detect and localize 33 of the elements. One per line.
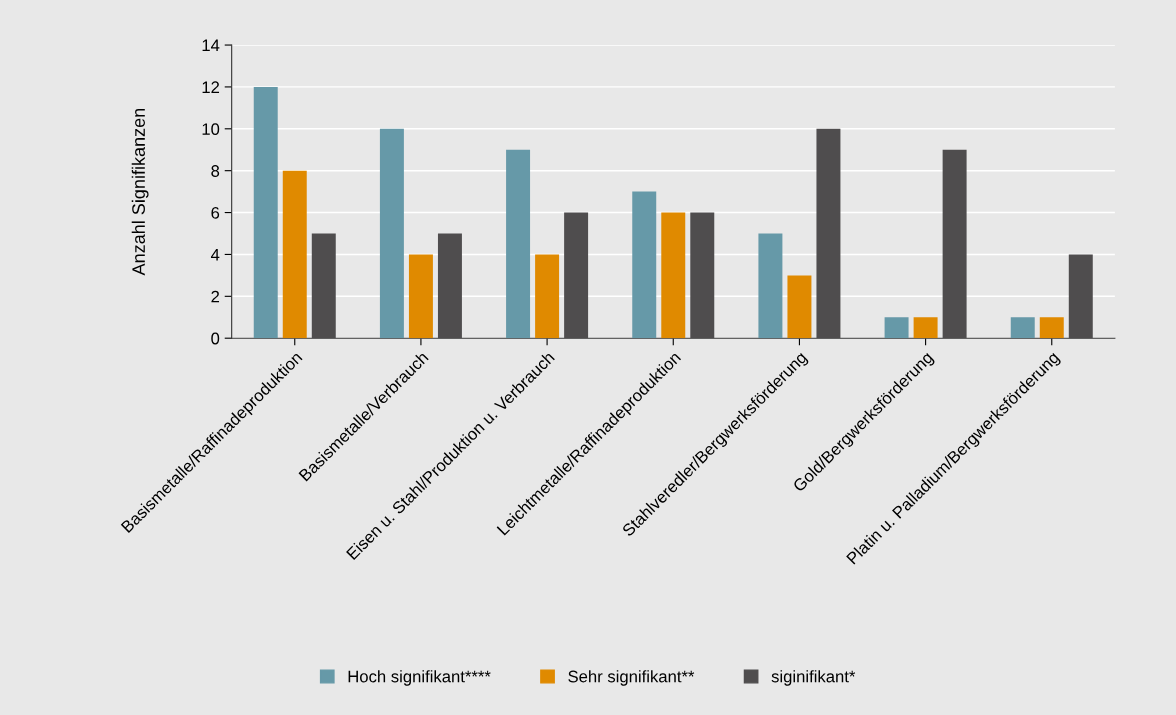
bar <box>661 212 686 339</box>
bar <box>1068 254 1093 339</box>
bar <box>690 212 715 339</box>
y-axis-title: Anzahl Signifikanzen <box>131 108 149 276</box>
y-tick-label: 12 <box>202 81 220 93</box>
bar <box>564 212 589 339</box>
bar <box>816 128 841 339</box>
y-tick-label: 6 <box>211 206 220 219</box>
legend-label: siginifikant* <box>771 670 856 686</box>
bar <box>253 86 278 339</box>
y-tick-label: 0 <box>211 332 220 345</box>
bar <box>942 149 967 339</box>
bar <box>632 191 657 339</box>
bar <box>506 149 531 339</box>
bar <box>437 233 462 339</box>
bar <box>884 317 909 339</box>
y-tick-label: 14 <box>202 39 220 52</box>
bar <box>408 254 433 339</box>
legend-label: Hoch signifikant**** <box>348 670 491 686</box>
legend-label: Sehr signifikant** <box>568 670 695 686</box>
bar <box>535 254 560 339</box>
bar <box>787 275 812 339</box>
y-tick-label: 4 <box>210 249 220 261</box>
bar <box>1010 317 1035 339</box>
bar <box>758 233 783 339</box>
bar <box>282 170 307 339</box>
bar <box>379 128 404 339</box>
bar <box>311 233 336 339</box>
bar <box>913 317 938 339</box>
bar <box>1039 317 1064 339</box>
y-tick-label: 8 <box>211 165 220 177</box>
y-tick-label: 2 <box>211 290 220 303</box>
y-tick-label: 10 <box>202 123 220 136</box>
